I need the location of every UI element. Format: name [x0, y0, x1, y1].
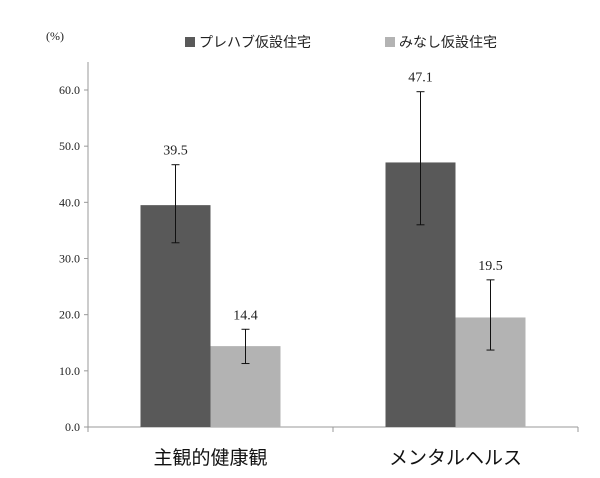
legend-swatch — [385, 37, 395, 47]
y-tick-label: 0.0 — [65, 420, 80, 434]
data-labels: 39.5 14.4 47.1 19.5 — [163, 71, 503, 324]
category-label: メンタルヘルス — [389, 447, 522, 469]
data-label: 47.1 — [408, 71, 433, 86]
y-unit-label: (%) — [46, 29, 64, 43]
error-bars — [171, 91, 495, 365]
category-label: 主観的健康観 — [153, 447, 267, 469]
legend: プレハブ仮設住宅 みなし仮設住宅 — [185, 34, 497, 51]
y-tick-label: 10.0 — [59, 364, 80, 378]
data-label: 39.5 — [163, 144, 188, 159]
bars — [140, 162, 526, 427]
data-label: 19.5 — [478, 259, 503, 274]
y-tick-label: 20.0 — [59, 308, 80, 322]
legend-swatch — [185, 37, 195, 47]
y-tick-label: 30.0 — [59, 252, 80, 266]
y-tick-label: 40.0 — [59, 195, 80, 209]
data-label: 14.4 — [233, 308, 258, 323]
legend-label: みなし仮設住宅 — [399, 35, 497, 51]
legend-label: プレハブ仮設住宅 — [199, 34, 311, 51]
y-tick-label: 50.0 — [59, 139, 80, 153]
y-tick-label: 60.0 — [59, 83, 80, 97]
axes: 0.0 10.0 20.0 30.0 40.0 50.0 60.0 主観的健康観 メンタルヘルス — [59, 62, 579, 469]
